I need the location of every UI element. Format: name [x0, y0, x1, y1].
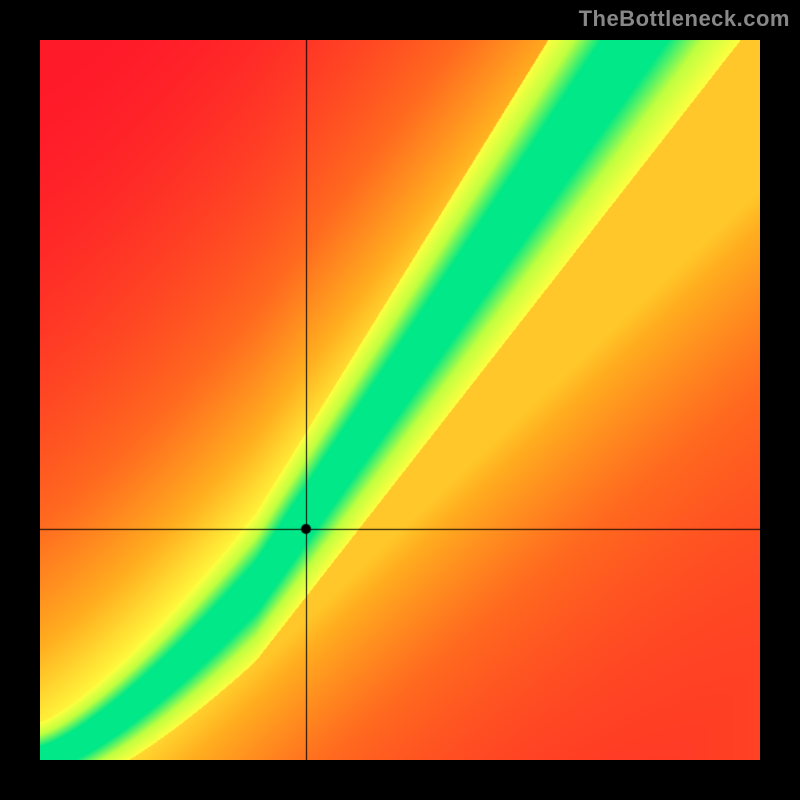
bottleneck-heatmap: [40, 40, 760, 760]
heatmap-canvas: [40, 40, 760, 760]
watermark-text: TheBottleneck.com: [579, 6, 790, 32]
